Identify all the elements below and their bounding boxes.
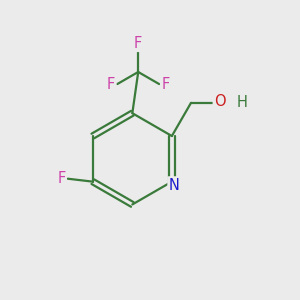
Text: F: F bbox=[161, 77, 170, 92]
Text: H: H bbox=[236, 95, 247, 110]
Text: F: F bbox=[57, 171, 65, 186]
Text: N: N bbox=[169, 178, 180, 193]
Text: F: F bbox=[134, 36, 142, 51]
Text: F: F bbox=[107, 77, 115, 92]
Text: O: O bbox=[214, 94, 226, 109]
